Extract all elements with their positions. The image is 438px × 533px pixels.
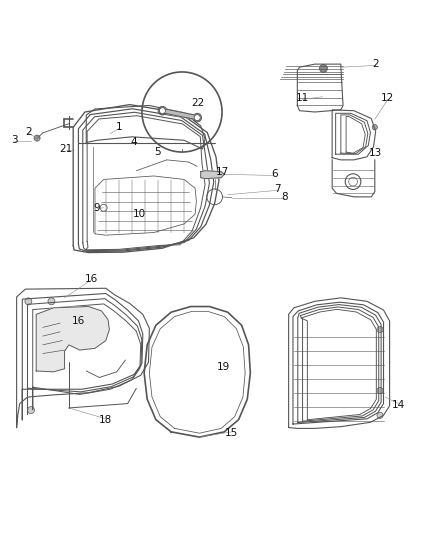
- Text: 1: 1: [116, 122, 122, 132]
- Text: 5: 5: [154, 148, 160, 157]
- Text: 19: 19: [217, 362, 230, 373]
- Polygon shape: [160, 108, 199, 120]
- Text: 9: 9: [94, 203, 100, 213]
- Text: 11: 11: [296, 93, 309, 103]
- Circle shape: [34, 135, 40, 141]
- Text: 18: 18: [99, 415, 113, 425]
- Text: 10: 10: [133, 209, 146, 219]
- Polygon shape: [36, 306, 109, 372]
- Text: 17: 17: [216, 167, 229, 176]
- Text: 21: 21: [59, 144, 72, 154]
- Text: 22: 22: [191, 98, 205, 108]
- Circle shape: [48, 298, 55, 305]
- Text: 2: 2: [25, 127, 32, 138]
- Polygon shape: [201, 171, 224, 179]
- Text: 8: 8: [281, 192, 288, 202]
- Text: 15: 15: [225, 428, 238, 438]
- Circle shape: [320, 64, 327, 72]
- Text: 14: 14: [392, 400, 405, 410]
- Text: 2: 2: [372, 59, 379, 69]
- Circle shape: [158, 107, 167, 115]
- Text: 12: 12: [381, 93, 395, 103]
- Text: 13: 13: [369, 148, 382, 158]
- Circle shape: [159, 108, 166, 114]
- Text: 4: 4: [131, 138, 138, 148]
- Text: 7: 7: [275, 184, 281, 194]
- Circle shape: [377, 327, 383, 333]
- Circle shape: [377, 387, 383, 393]
- Circle shape: [377, 413, 383, 418]
- Circle shape: [193, 114, 201, 122]
- Text: 16: 16: [71, 316, 85, 326]
- Circle shape: [194, 115, 200, 120]
- Circle shape: [372, 125, 378, 130]
- Text: 16: 16: [85, 273, 99, 284]
- Text: 3: 3: [11, 135, 18, 146]
- Text: 6: 6: [272, 169, 278, 179]
- Circle shape: [25, 298, 32, 305]
- Circle shape: [28, 407, 35, 414]
